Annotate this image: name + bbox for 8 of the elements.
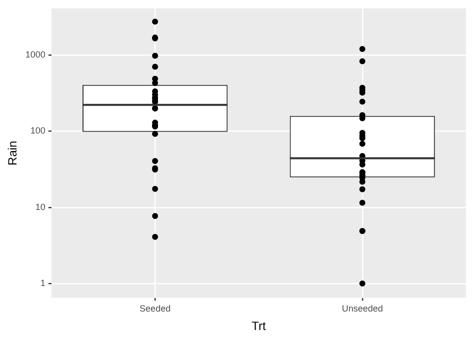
x-axis-title: Trt <box>252 319 266 334</box>
y-axis-title: Rain <box>6 140 20 166</box>
y-tick-label: 1000 <box>25 50 46 60</box>
x-tick-label: Seeded <box>140 304 171 314</box>
x-tick-label: Unseeded <box>342 304 383 314</box>
y-tick-label: 100 <box>30 126 46 136</box>
y-tick-label: 1 <box>40 278 46 288</box>
y-tick-label: 10 <box>35 202 46 212</box>
